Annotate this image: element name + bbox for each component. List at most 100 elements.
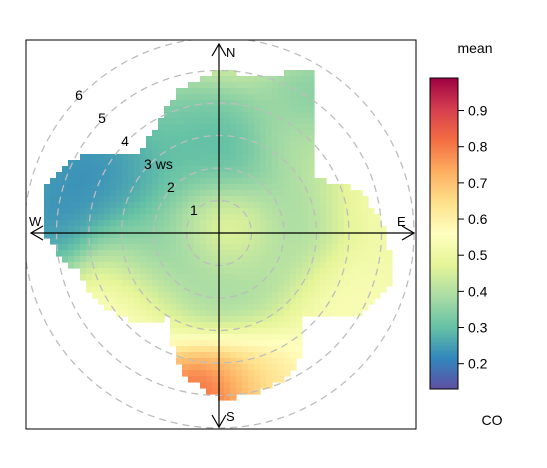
east-arrowhead	[401, 225, 416, 241]
heat-cell	[170, 220, 177, 227]
heat-cell	[236, 256, 243, 263]
heat-cell	[278, 250, 285, 257]
heat-cell	[164, 238, 171, 245]
heat-cell	[308, 88, 315, 95]
heat-cell	[188, 82, 195, 89]
heat-cell	[146, 268, 153, 275]
heat-cell	[242, 292, 249, 299]
heat-cell	[194, 130, 201, 137]
heat-cell	[200, 208, 207, 215]
heat-cell	[212, 88, 219, 95]
heat-cell	[158, 208, 165, 215]
heat-cell	[284, 280, 291, 287]
heat-cell	[260, 316, 267, 323]
heat-cell	[272, 262, 279, 269]
heat-cell	[128, 316, 135, 323]
heat-cell	[206, 136, 213, 143]
heat-cell	[188, 352, 195, 359]
heat-cell	[50, 178, 57, 185]
heat-cell	[230, 262, 237, 269]
heat-cell	[314, 256, 321, 263]
heat-cell	[296, 226, 303, 233]
heat-cell	[296, 76, 303, 83]
heat-cell	[230, 292, 237, 299]
heat-cell	[212, 148, 219, 155]
heat-cell	[86, 280, 93, 287]
heat-cell	[212, 94, 219, 101]
heat-cell	[158, 148, 165, 155]
heat-cell	[146, 220, 153, 227]
heat-cell	[284, 76, 291, 83]
heat-cell	[110, 304, 117, 311]
heat-cell	[308, 106, 315, 113]
heat-cell	[146, 178, 153, 185]
heat-cell	[194, 316, 201, 323]
heat-cell	[110, 214, 117, 221]
heat-cell	[140, 184, 147, 191]
heat-cell	[302, 298, 309, 305]
heat-cell	[266, 364, 273, 371]
heat-cell	[188, 208, 195, 215]
heat-cell	[188, 334, 195, 341]
heat-cell	[242, 100, 249, 107]
heat-cell	[206, 328, 213, 335]
heat-cell	[158, 172, 165, 179]
heat-cell	[272, 148, 279, 155]
heat-cell	[266, 178, 273, 185]
heat-cell	[194, 346, 201, 353]
heat-cell	[236, 130, 243, 137]
heat-cell	[320, 280, 327, 287]
heat-cell	[116, 208, 123, 215]
heat-cell	[140, 166, 147, 173]
heat-cell	[230, 190, 237, 197]
heat-cell	[236, 268, 243, 275]
heat-cell	[224, 124, 231, 131]
heat-cell	[242, 286, 249, 293]
heat-cell	[368, 238, 375, 245]
heat-cell	[200, 88, 207, 95]
heat-cell	[344, 232, 351, 239]
colorbar-tick-label: 0.5	[468, 247, 488, 263]
heat-cell	[242, 244, 249, 251]
heat-cell	[98, 262, 105, 269]
heat-cell	[236, 388, 243, 395]
heat-cell	[266, 244, 273, 251]
heat-cell	[68, 178, 75, 185]
heat-cell	[158, 256, 165, 263]
heat-cell	[284, 232, 291, 239]
heat-cell	[284, 316, 291, 323]
heat-cell	[212, 286, 219, 293]
heat-cell	[218, 298, 225, 305]
heat-cell	[86, 286, 93, 293]
heat-cell	[356, 268, 363, 275]
heat-cell	[332, 238, 339, 245]
heat-cell	[236, 82, 243, 89]
heat-cell	[80, 196, 87, 203]
heat-cell	[74, 226, 81, 233]
heat-cell	[296, 286, 303, 293]
heat-cell	[200, 352, 207, 359]
heat-cell	[194, 124, 201, 131]
heat-cell	[332, 304, 339, 311]
heat-cell	[116, 274, 123, 281]
heat-cell	[200, 364, 207, 371]
heat-cell	[218, 364, 225, 371]
heat-cell	[128, 232, 135, 239]
heat-cell	[332, 298, 339, 305]
heat-cell	[212, 370, 219, 377]
heat-cell	[254, 196, 261, 203]
heat-cell	[212, 256, 219, 263]
heat-cell	[296, 268, 303, 275]
heat-cell	[74, 208, 81, 215]
heat-cell	[260, 370, 267, 377]
heat-cell	[350, 226, 357, 233]
heat-cell	[206, 244, 213, 251]
heat-cell	[284, 178, 291, 185]
heat-cell	[164, 214, 171, 221]
heat-cell	[248, 376, 255, 383]
heat-cell	[296, 292, 303, 299]
heat-cell	[248, 172, 255, 179]
heat-cell	[206, 310, 213, 317]
heat-cell	[290, 292, 297, 299]
heat-cell	[224, 310, 231, 317]
